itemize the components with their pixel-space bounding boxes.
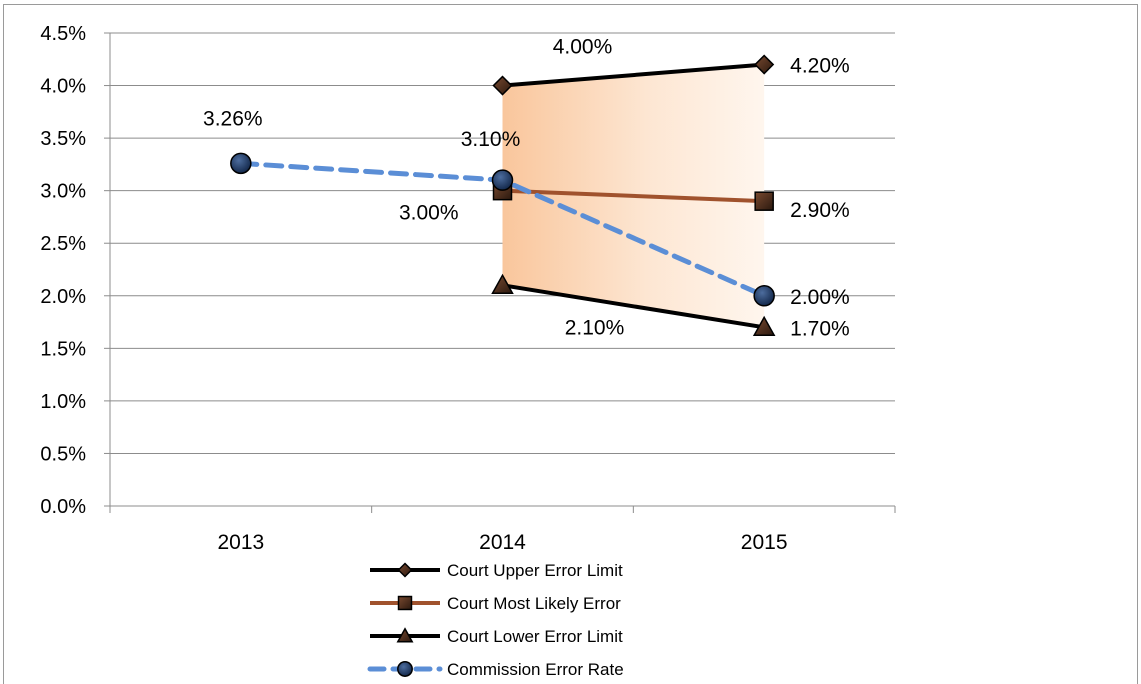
x-tick-label: 2013	[217, 531, 264, 554]
data-labels: 4.00% 4.20% 3.00% 2.90% 2.10% 1.70% 3.26% 3.10%…	[203, 36, 850, 341]
y-tick-label: 2.0%	[40, 286, 86, 308]
legend-swatch-marker	[397, 595, 413, 611]
commission-error-rate-point	[230, 152, 252, 175]
legend-swatch-marker	[397, 661, 413, 677]
legend-item: Court Most Likely Error	[370, 594, 621, 613]
y-tick-label: 1.5%	[40, 338, 86, 360]
data-label: 2.00%	[790, 286, 850, 309]
data-label: 3.10%	[461, 128, 521, 151]
y-tick-label: 3.5%	[40, 128, 86, 150]
legend-item: Court Upper Error Limit	[370, 561, 623, 580]
court-lower-error-limit-point	[752, 315, 776, 337]
y-tick-label: 0.5%	[40, 443, 86, 465]
data-label: 4.20%	[790, 55, 850, 78]
legend-item: Court Lower Error Limit	[370, 627, 623, 646]
legend: Court Upper Error Limit Court Most Likely…	[367, 561, 624, 679]
legend-label: Court Lower Error Limit	[447, 627, 623, 646]
y-tick-label: 3.0%	[40, 181, 86, 203]
data-label: 4.00%	[553, 36, 613, 59]
legend-label: Commission Error Rate	[447, 660, 624, 679]
y-tick-label: 2.5%	[40, 233, 86, 255]
legend-item: Commission Error Rate	[367, 660, 624, 679]
data-label: 2.10%	[565, 316, 625, 339]
data-label: 1.70%	[790, 317, 850, 340]
y-tick-label: 0.0%	[40, 496, 86, 518]
commission-error-rate-point	[753, 285, 775, 307]
court-upper-error-limit-point	[754, 54, 775, 75]
data-label: 3.00%	[399, 202, 459, 225]
commission-error-rate-point	[491, 169, 514, 191]
legend-label: Court Upper Error Limit	[447, 561, 623, 580]
data-label: 2.90%	[790, 199, 850, 222]
y-tick-label: 4.5%	[40, 23, 86, 45]
y-tick-label: 1.0%	[40, 391, 86, 413]
axes: 0.0% 0.5% 1.0% 1.5% 2.0% 2.5% 3.0% 3.5% 4.0% 4.5%…	[40, 23, 896, 554]
court-lower-error-limit-line	[502, 283, 765, 330]
y-tick-label: 4.0%	[40, 76, 86, 98]
chart-frame	[3, 4, 1138, 684]
legend-label: Court Most Likely Error	[447, 594, 621, 613]
court-lower-error-limit-point	[491, 273, 514, 295]
data-label: 3.26%	[203, 107, 263, 130]
series-markers	[230, 54, 776, 337]
court-upper-error-limit-line	[502, 62, 765, 88]
x-tick-label: 2015	[741, 531, 788, 554]
x-tick-label: 2014	[479, 531, 526, 554]
legend-swatch-marker	[396, 627, 414, 643]
court-upper-error-limit-point	[492, 75, 513, 96]
legend-swatch-marker	[397, 562, 413, 578]
court-most-likely-error-point	[754, 191, 774, 211]
court-most-likely-error-line	[502, 188, 765, 204]
